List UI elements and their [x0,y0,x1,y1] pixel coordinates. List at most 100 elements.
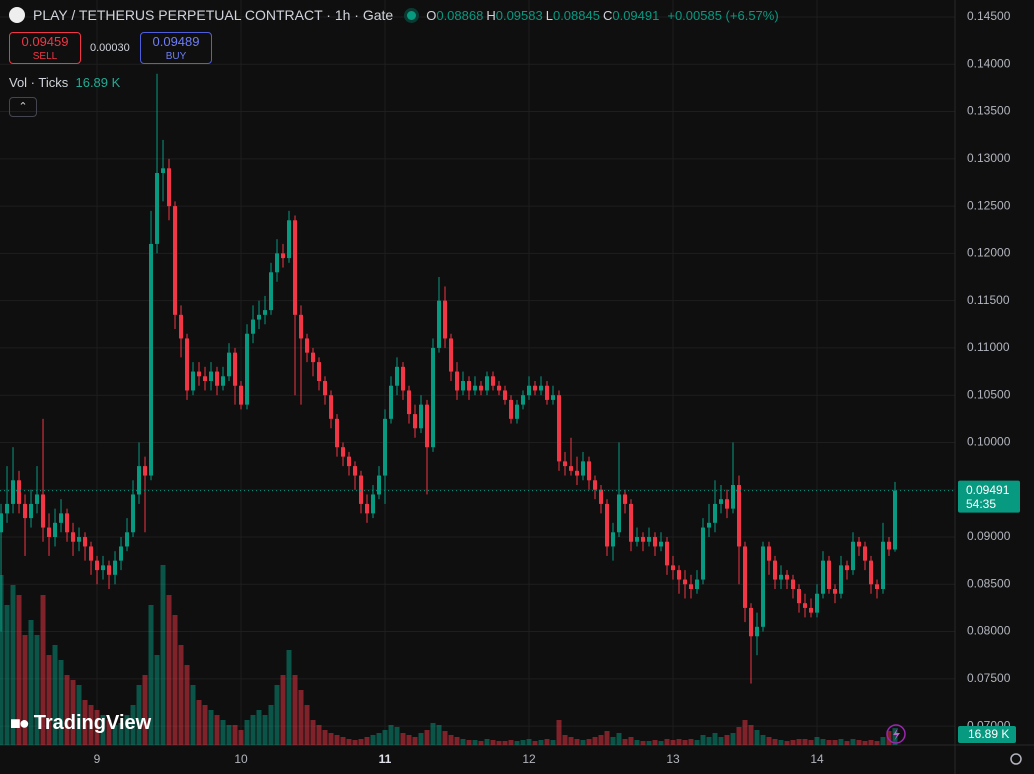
volume-bar [106,720,112,745]
candle-body [317,362,322,382]
candle-body [479,385,484,391]
volume-bar [196,700,202,745]
volume-bar [664,739,670,745]
candle-body [623,494,628,504]
volume-bar [184,665,190,745]
volume-bar [364,737,370,745]
candle-body [677,570,682,580]
candle-body [731,485,736,509]
ohlc-value: 0.09491 [612,7,660,23]
candles [0,73,898,684]
candle-body [791,579,796,590]
candle-body [797,589,802,604]
volume-bar [160,565,166,745]
volume-bar [622,739,628,745]
candle-body [83,537,88,547]
candle-body [437,300,442,348]
ohlc-item: O0.08868 [426,8,483,23]
candle-body [617,494,622,533]
candle-body [377,475,382,495]
candle-body [521,395,526,405]
volume-bar [460,739,466,745]
y-tick-label: 0.14000 [967,56,1011,70]
candle-body [203,376,208,382]
volume-bar [592,737,598,745]
candle-body [359,475,364,504]
candle-body [221,376,226,386]
candle-body [569,466,574,471]
candle-body [689,584,694,590]
candle-body [557,395,562,462]
volume-bar [220,720,226,745]
volume-bar [712,733,718,745]
volume-bar [466,740,472,745]
volume-bar [640,741,646,745]
volume-bar [784,741,790,745]
volume-bar [388,725,394,745]
volume-bar [886,731,892,745]
candle-body [875,584,880,590]
volume-bar [202,705,208,745]
sell-button[interactable]: 0.09459 SELL [9,32,81,64]
candle-body [539,385,544,391]
y-tick-label: 0.13000 [967,151,1011,165]
volume-value-label: 16.89 K [968,727,1009,741]
volume-bar [178,645,184,745]
volume-bar [658,741,664,745]
volume-bar [124,715,130,745]
buy-button[interactable]: 0.09489 BUY [140,32,212,64]
candle-body [593,480,598,490]
volume-bar [88,705,94,745]
candle-body [653,537,658,547]
volume-bar [580,740,586,745]
candle-body [293,220,298,315]
volume-bar [706,737,712,745]
candle-body [881,541,886,590]
volume-bar [790,740,796,745]
ohlc-label: C [602,7,613,23]
volume-bar [394,727,400,745]
candle-body [17,480,22,504]
volume-bar [28,620,34,745]
volume-bar [526,739,532,745]
candle-body [749,607,754,637]
candle-body [365,503,370,514]
y-tick-label: 0.09000 [967,529,1011,543]
candle-body [0,513,4,533]
candle-body [23,503,28,519]
logo-text: TradingView [33,712,152,734]
y-tick-label: 0.11000 [967,340,1010,354]
candle-body [833,589,838,594]
volume-bar [448,735,454,745]
volume-bar [46,655,52,745]
volume-bar [130,705,136,745]
candle-body [527,385,532,396]
candle-body [473,385,478,391]
volume-bar [598,735,604,745]
volume-bar [832,740,838,745]
candle-body [725,499,730,509]
candle-body [419,404,424,429]
volume-bar [118,723,124,745]
volume-bar [490,740,496,745]
legend-header: PLAY / TETHERUS PERPETUAL CONTRACT · 1h … [9,7,779,23]
candle-body [683,579,688,585]
candle-body [671,565,676,571]
candle-body [713,503,718,523]
volume-bar [226,725,232,745]
candle-body [497,385,502,391]
volume-bar [136,685,142,745]
volume-legend-value: 16.89 K [75,75,121,90]
collapse-button[interactable]: ⌃ [9,97,37,117]
candle-body [347,456,352,467]
candle-body [239,385,244,405]
volume-bar [40,595,46,745]
volume-bar [376,733,382,745]
candle-body [443,300,448,339]
volume-bar [52,645,58,745]
candle-body [215,371,220,386]
candle-body [629,503,634,542]
volume-bar [286,650,292,745]
last-price-box [958,480,1020,513]
